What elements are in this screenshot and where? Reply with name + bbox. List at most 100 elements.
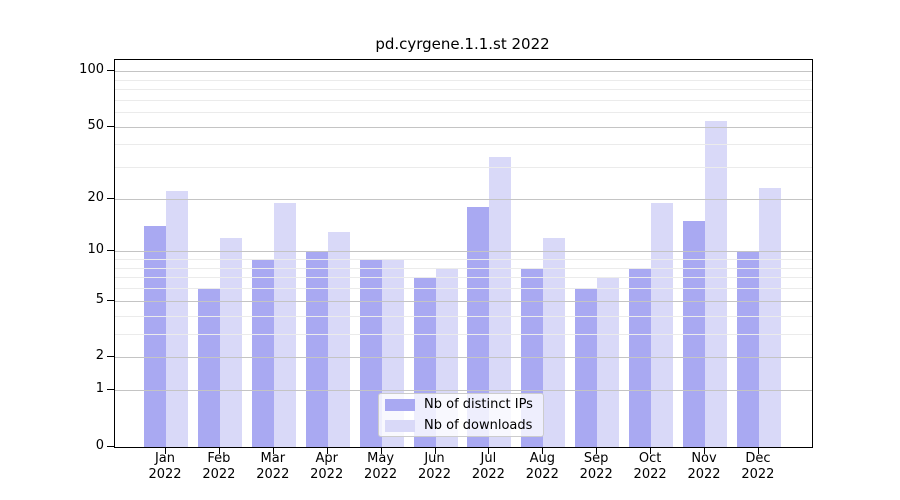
x-tick-sep: [596, 446, 598, 454]
bar-distinct-ips-apr: [305, 251, 328, 447]
legend-row-distinct-ips: Nb of distinct IPs: [385, 394, 543, 415]
x-tick-label-mar: Mar 2022: [245, 451, 301, 483]
y-tick-5: [107, 299, 114, 301]
x-tick-label-apr: Apr 2022: [299, 451, 355, 483]
y-tick-label-50: 50: [87, 117, 104, 133]
gridline-minor-4: [115, 315, 812, 317]
gridline-minor-9: [115, 259, 812, 261]
x-tick-year: 2022: [579, 467, 613, 482]
x-tick-label-feb: Feb 2022: [191, 451, 247, 483]
gridline-minor-40: [115, 144, 812, 146]
x-tick-mar: [272, 446, 274, 454]
x-tick-month: Aug: [529, 451, 555, 466]
x-tick-label-jun: Jun 2022: [407, 451, 463, 483]
legend-label-distinct-ips: Nb of distinct IPs: [424, 397, 533, 412]
bar-downloads-jan: [166, 191, 188, 447]
bar-distinct-ips-feb: [197, 288, 220, 447]
x-tick-may: [380, 446, 382, 454]
y-tick-label-1: 1: [95, 381, 104, 397]
y-tick-2: [107, 356, 114, 358]
gridline-minor-8: [115, 267, 812, 269]
y-tick-label-0: 0: [95, 437, 104, 453]
y-tick-label-10: 10: [87, 242, 104, 258]
x-tick-feb: [218, 446, 220, 454]
gridline-minor-80: [115, 89, 812, 90]
x-tick-year: 2022: [687, 467, 721, 482]
x-tick-year: 2022: [741, 467, 775, 482]
x-tick-nov: [704, 446, 705, 454]
legend-row-downloads: Nb of downloads: [385, 415, 543, 436]
gridline-minor-6: [115, 288, 812, 290]
y-tick-label-100: 100: [79, 62, 104, 77]
x-tick-year: 2022: [310, 467, 344, 482]
bar-distinct-ips-jul: [467, 206, 490, 447]
x-tick-dec: [757, 446, 759, 454]
y-tick-100: [107, 70, 114, 71]
y-tick-label-5: 5: [95, 291, 104, 307]
y-tick-label-20: 20: [87, 189, 104, 205]
y-tick-1: [107, 389, 114, 391]
gridline-minor-30: [115, 167, 812, 169]
x-tick-year: 2022: [364, 467, 398, 482]
x-tick-year: 2022: [633, 467, 667, 482]
x-tick-apr: [326, 446, 328, 454]
bar-distinct-ips-mar: [251, 259, 274, 447]
x-tick-month: May: [367, 451, 395, 466]
bar-distinct-ips-may: [359, 259, 382, 447]
bar-downloads-nov: [705, 120, 727, 447]
x-tick-label-aug: Aug 2022: [514, 451, 570, 483]
x-tick-jan: [165, 446, 166, 454]
gridline-minor-90: [115, 79, 812, 81]
x-tick-jun: [434, 446, 436, 454]
x-tick-label-may: May 2022: [353, 451, 409, 483]
gridline-minor-70: [115, 99, 812, 101]
gridline-major-2: [115, 357, 812, 359]
y-tick-0: [107, 445, 114, 447]
legend-swatch-downloads: [385, 419, 415, 432]
x-tick-label-dec: Dec 2022: [730, 451, 786, 483]
x-tick-aug: [542, 446, 544, 454]
x-tick-year: 2022: [471, 467, 505, 482]
plot-area: [114, 59, 813, 448]
x-tick-label-jul: Jul 2022: [460, 451, 516, 483]
bar-downloads-oct: [651, 202, 674, 447]
gridline-major-10: [115, 251, 812, 253]
x-tick-year: 2022: [256, 467, 290, 482]
x-tick-year: 2022: [525, 467, 559, 482]
x-tick-month: Mar: [260, 451, 286, 466]
x-tick-month: Apr: [315, 451, 338, 466]
gridline-major-100: [115, 71, 812, 72]
legend-swatch-distinct-ips: [385, 398, 415, 411]
gridline-minor-3: [115, 333, 812, 335]
bar-downloads-apr: [327, 231, 350, 447]
x-tick-label-oct: Oct 2022: [622, 451, 678, 483]
legend: Nb of distinct IPs Nb of downloads: [378, 393, 544, 437]
y-tick-label-2: 2: [95, 348, 104, 364]
x-tick-month: Dec: [745, 451, 771, 466]
x-tick-month: Feb: [207, 451, 231, 466]
gridline-major-20: [115, 198, 812, 200]
y-tick-50: [107, 125, 114, 127]
x-tick-year: 2022: [417, 467, 452, 482]
x-tick-month: Nov: [691, 451, 717, 466]
bar-distinct-ips-sep: [575, 288, 598, 447]
bar-distinct-ips-jan: [144, 226, 166, 447]
x-tick-oct: [650, 446, 652, 454]
x-tick-month: Jun: [424, 451, 445, 466]
x-tick-jul: [488, 446, 490, 454]
bar-downloads-aug: [543, 237, 566, 447]
x-tick-month: Jul: [480, 451, 497, 466]
gridline-major-1: [115, 390, 812, 392]
gridline-major-50: [115, 126, 812, 128]
y-tick-10: [107, 250, 114, 252]
y-tick-20: [107, 197, 114, 199]
gridline-major-5: [115, 300, 812, 302]
x-tick-month: Oct: [638, 451, 662, 466]
x-tick-label-sep: Sep 2022: [568, 451, 624, 483]
bar-downloads-jul: [489, 157, 512, 447]
x-tick-label-nov: Nov 2022: [676, 451, 732, 483]
bar-distinct-ips-dec: [736, 251, 759, 447]
bar-downloads-mar: [273, 202, 296, 447]
x-tick-label-jan: Jan 2022: [137, 451, 193, 483]
